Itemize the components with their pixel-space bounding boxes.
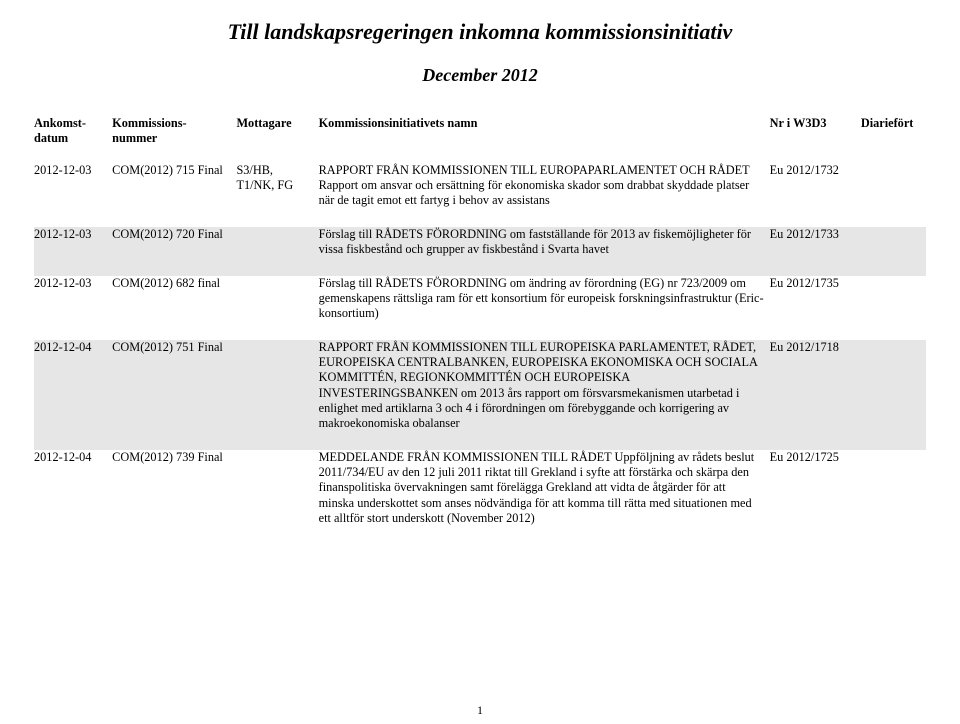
table-row: 2012-12-04COM(2012) 751 Final RAPPORT FRÅ…	[34, 340, 926, 450]
cell-w3d3: Eu 2012/1718	[770, 340, 861, 450]
col-header-w3d3: Nr i W3D3	[770, 116, 861, 163]
cell-name: RAPPORT FRÅN KOMMISSIONEN TILL EUROPAPAR…	[319, 163, 770, 227]
cell-date: 2012-12-03	[34, 163, 112, 227]
cell-diar	[861, 163, 926, 227]
page-number: 1	[0, 703, 960, 718]
col-header-diar: Diariefört	[861, 116, 926, 163]
cell-diar	[861, 340, 926, 450]
cell-diar	[861, 276, 926, 340]
cell-num: COM(2012) 751 Final	[112, 340, 236, 450]
cell-num: COM(2012) 682 final	[112, 276, 236, 340]
cell-num: COM(2012) 739 Final	[112, 450, 236, 545]
cell-name: Förslag till RÅDETS FÖRORDNING om ändrin…	[319, 276, 770, 340]
col-header-rec: Mottagare	[236, 116, 318, 163]
initiatives-table: Ankomst- datum Kommissions- nummer Motta…	[34, 116, 926, 545]
cell-date: 2012-12-04	[34, 450, 112, 545]
cell-rec: S3/HB, T1/NK, FG	[236, 163, 318, 227]
col-header-num: Kommissions- nummer	[112, 116, 236, 163]
cell-num: COM(2012) 715 Final	[112, 163, 236, 227]
cell-rec	[236, 276, 318, 340]
cell-rec	[236, 340, 318, 450]
cell-rec	[236, 227, 318, 276]
page-subtitle: December 2012	[34, 64, 926, 87]
cell-w3d3: Eu 2012/1735	[770, 276, 861, 340]
col-header-date: Ankomst- datum	[34, 116, 112, 163]
table-row: 2012-12-04COM(2012) 739 Final MEDDELANDE …	[34, 450, 926, 545]
cell-w3d3: Eu 2012/1732	[770, 163, 861, 227]
cell-diar	[861, 450, 926, 545]
table-header-row: Ankomst- datum Kommissions- nummer Motta…	[34, 116, 926, 163]
cell-name: RAPPORT FRÅN KOMMISSIONEN TILL EUROPEISK…	[319, 340, 770, 450]
cell-name: MEDDELANDE FRÅN KOMMISSIONEN TILL RÅDET …	[319, 450, 770, 545]
table-row: 2012-12-03COM(2012) 682 final Förslag til…	[34, 276, 926, 340]
table-row: 2012-12-03COM(2012) 720 Final Förslag til…	[34, 227, 926, 276]
cell-w3d3: Eu 2012/1733	[770, 227, 861, 276]
cell-date: 2012-12-04	[34, 340, 112, 450]
cell-diar	[861, 227, 926, 276]
cell-name: Förslag till RÅDETS FÖRORDNING om fastst…	[319, 227, 770, 276]
cell-date: 2012-12-03	[34, 227, 112, 276]
table-row: 2012-12-03COM(2012) 715 FinalS3/HB, T1/N…	[34, 163, 926, 227]
page-title: Till landskapsregeringen inkomna kommiss…	[34, 18, 926, 46]
cell-date: 2012-12-03	[34, 276, 112, 340]
cell-w3d3: Eu 2012/1725	[770, 450, 861, 545]
cell-rec	[236, 450, 318, 545]
col-header-name: Kommissionsinitiativets namn	[319, 116, 770, 163]
cell-num: COM(2012) 720 Final	[112, 227, 236, 276]
